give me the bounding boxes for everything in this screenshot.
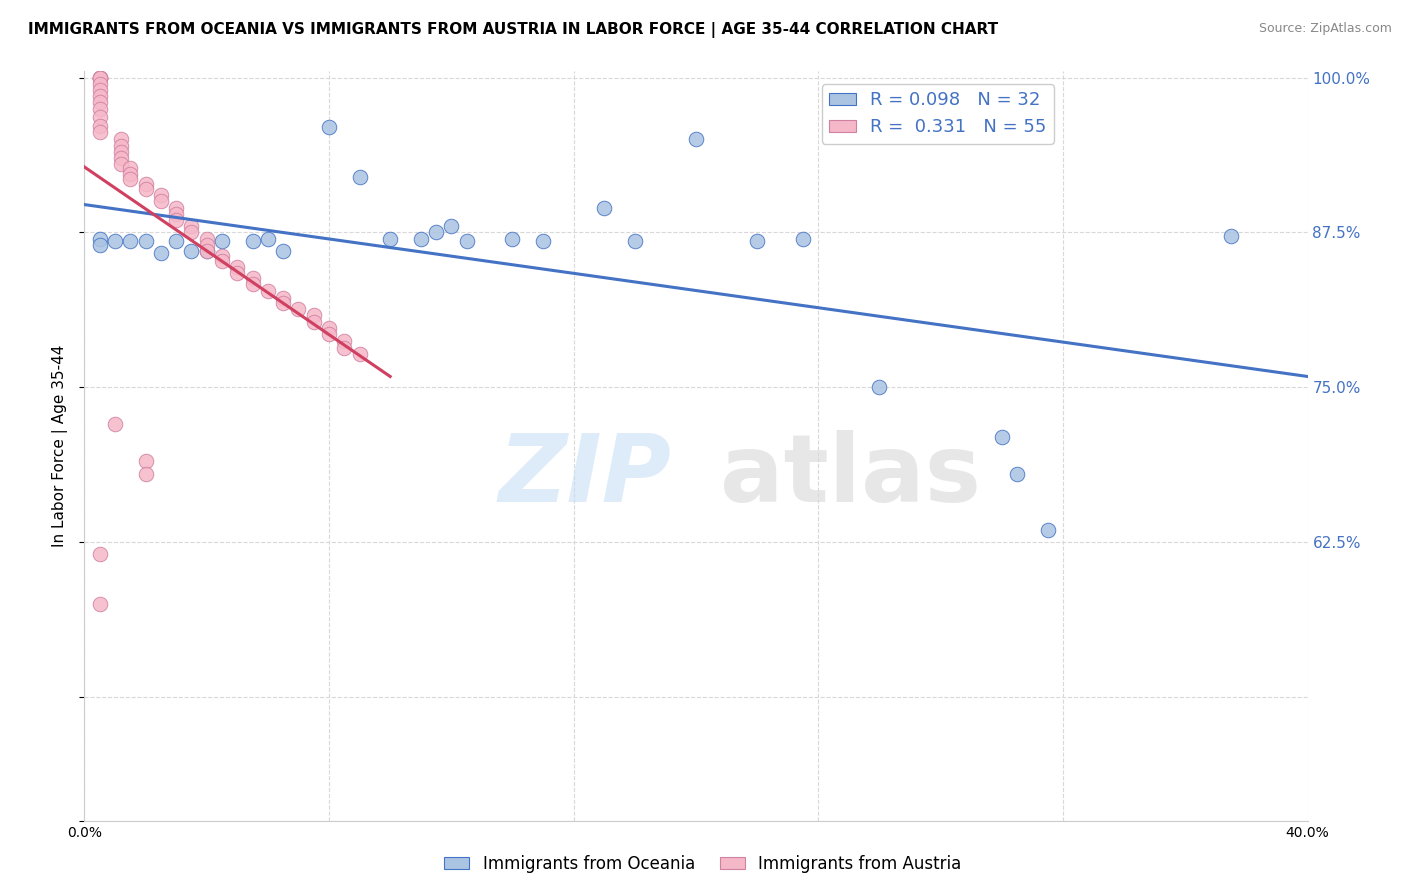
Point <box>120 172 142 186</box>
Point <box>502 231 524 245</box>
Point <box>226 260 249 274</box>
Point <box>180 225 202 239</box>
Point <box>318 320 340 334</box>
Point <box>226 266 249 280</box>
Point <box>120 161 142 175</box>
Point <box>302 314 325 328</box>
Point <box>624 234 647 248</box>
Point <box>242 277 264 292</box>
Point <box>89 110 111 124</box>
Point <box>89 83 111 97</box>
Point <box>1005 467 1028 481</box>
Point <box>333 334 356 349</box>
Point <box>685 132 707 146</box>
Point <box>165 234 187 248</box>
Point <box>211 249 233 263</box>
Point <box>165 207 187 221</box>
Point <box>349 169 371 184</box>
Point <box>110 151 132 165</box>
Point <box>135 234 157 248</box>
Point <box>257 231 280 245</box>
Point <box>120 167 142 181</box>
Point <box>89 547 111 561</box>
Point <box>135 467 157 481</box>
Point <box>180 244 202 258</box>
Point <box>349 347 371 361</box>
Point <box>149 188 172 202</box>
Point <box>271 296 294 310</box>
Text: ZIP: ZIP <box>499 430 672 522</box>
Text: Source: ZipAtlas.com: Source: ZipAtlas.com <box>1258 22 1392 36</box>
Point <box>409 231 432 245</box>
Point <box>318 326 340 341</box>
Point <box>89 70 111 85</box>
Point <box>318 120 340 134</box>
Point <box>257 284 280 298</box>
Point <box>271 244 294 258</box>
Point <box>242 271 264 285</box>
Point <box>89 597 111 611</box>
Point <box>195 244 218 258</box>
Point <box>211 253 233 268</box>
Point <box>1036 523 1059 537</box>
Point <box>991 430 1014 444</box>
Point <box>531 234 554 248</box>
Point <box>104 417 127 432</box>
Point <box>135 177 157 191</box>
Point <box>110 138 132 153</box>
Point <box>89 125 111 139</box>
Point <box>869 380 891 394</box>
Point <box>89 89 111 103</box>
Point <box>149 246 172 260</box>
Point <box>89 70 111 85</box>
Point <box>747 234 769 248</box>
Point <box>333 341 356 355</box>
Point <box>195 237 218 252</box>
Point <box>380 231 402 245</box>
Point <box>195 244 218 258</box>
Point <box>271 291 294 305</box>
Point <box>287 302 309 317</box>
Point <box>195 231 218 245</box>
Point <box>165 201 187 215</box>
Point <box>1220 229 1243 244</box>
Point <box>425 225 447 239</box>
Point <box>110 132 132 146</box>
Point <box>165 213 187 227</box>
Point <box>89 119 111 133</box>
Point <box>792 231 814 245</box>
Point <box>89 237 111 252</box>
Point <box>440 219 463 234</box>
Point <box>89 102 111 116</box>
Point <box>456 234 478 248</box>
Point <box>149 194 172 209</box>
Point <box>89 77 111 91</box>
Point <box>89 70 111 85</box>
Y-axis label: In Labor Force | Age 35-44: In Labor Force | Age 35-44 <box>52 345 69 547</box>
Point <box>89 70 111 85</box>
Point <box>242 234 264 248</box>
Point <box>593 201 616 215</box>
Point <box>135 182 157 196</box>
Text: atlas: atlas <box>720 430 981 522</box>
Point <box>110 157 132 171</box>
Point <box>89 231 111 245</box>
Legend: Immigrants from Oceania, Immigrants from Austria: Immigrants from Oceania, Immigrants from… <box>437 848 969 880</box>
Point <box>302 309 325 323</box>
Point <box>180 219 202 234</box>
Text: IMMIGRANTS FROM OCEANIA VS IMMIGRANTS FROM AUSTRIA IN LABOR FORCE | AGE 35-44 CO: IMMIGRANTS FROM OCEANIA VS IMMIGRANTS FR… <box>28 22 998 38</box>
Point <box>211 234 233 248</box>
Point <box>135 454 157 468</box>
Point <box>120 234 142 248</box>
Point <box>104 234 127 248</box>
Point <box>110 145 132 159</box>
Point <box>89 70 111 85</box>
Point <box>89 95 111 110</box>
Legend: R = 0.098   N = 32, R =  0.331   N = 55: R = 0.098 N = 32, R = 0.331 N = 55 <box>821 84 1054 144</box>
